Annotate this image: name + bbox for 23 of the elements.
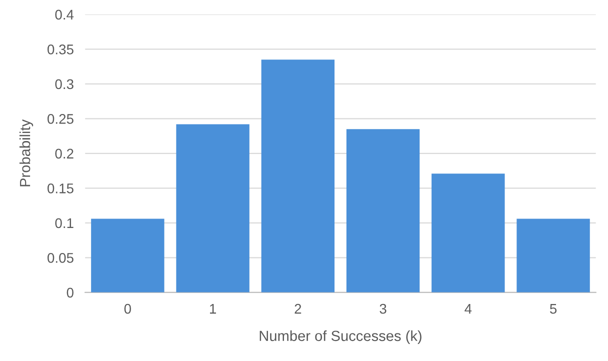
- x-tick-label: 4: [464, 304, 472, 314]
- bar: [261, 60, 335, 292]
- x-axis-title: Number of Successes (k): [260, 330, 422, 344]
- y-tick-label: 0.25: [48, 114, 74, 124]
- bar: [91, 218, 164, 292]
- bar: [176, 124, 250, 292]
- y-tick-label: 0.1: [55, 218, 74, 228]
- y-tick-label: 0: [66, 288, 74, 298]
- y-tick-label: 0.05: [48, 253, 74, 263]
- y-tick-label: 0.35: [48, 44, 74, 54]
- y-tick-label: 0.3: [55, 79, 74, 90]
- bar: [432, 174, 505, 292]
- x-tick-label: 2: [294, 304, 302, 314]
- y-tick-label: 0.2: [55, 148, 74, 159]
- x-tick-label: 0: [124, 304, 131, 314]
- x-tick-label: 3: [380, 304, 386, 314]
- x-tick-label: 5: [550, 304, 557, 314]
- bar: [346, 129, 420, 292]
- y-tick-label: 0.4: [55, 10, 74, 20]
- y-axis-title: Probability: [19, 119, 34, 186]
- bar: [516, 218, 590, 292]
- x-tick-label: 1: [210, 304, 216, 314]
- y-tick-label: 0.15: [48, 184, 74, 194]
